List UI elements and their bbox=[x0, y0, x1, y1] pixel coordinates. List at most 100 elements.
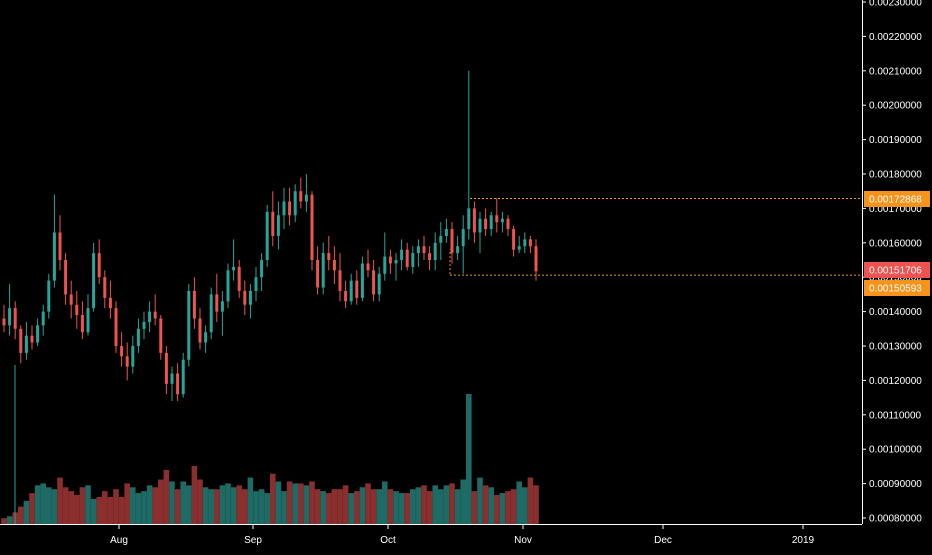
volume-bar bbox=[124, 483, 130, 524]
volume-bar bbox=[533, 485, 539, 524]
candle-body bbox=[394, 260, 398, 264]
volume-bar bbox=[348, 493, 354, 524]
volume-bar bbox=[225, 483, 231, 524]
volume-bar bbox=[410, 489, 416, 524]
candle-body bbox=[260, 260, 264, 278]
volume-bar bbox=[6, 516, 13, 524]
candle-body bbox=[332, 260, 336, 271]
candle-body bbox=[97, 253, 101, 278]
volume-bar bbox=[253, 491, 259, 524]
y-tick-label: 0.00130000 bbox=[869, 342, 922, 353]
price-label-text: 0.00150593 bbox=[869, 284, 922, 295]
candle-body bbox=[344, 290, 348, 302]
volume-bar bbox=[359, 487, 366, 524]
volume-bar bbox=[146, 485, 153, 524]
candle-body bbox=[383, 256, 387, 274]
candle-body bbox=[58, 232, 62, 260]
volume-bars bbox=[1, 365, 539, 524]
volume-bar bbox=[354, 491, 360, 524]
candle-body bbox=[439, 235, 443, 243]
price-label-text: 0.00172868 bbox=[869, 195, 922, 206]
candle-body bbox=[220, 301, 224, 312]
volume-bar bbox=[51, 489, 58, 524]
candle-body bbox=[377, 273, 381, 295]
volume-bar bbox=[466, 394, 472, 524]
volume-bar bbox=[499, 493, 506, 524]
candle-body bbox=[349, 280, 353, 302]
volume-bar bbox=[79, 487, 86, 524]
y-tick-label: 0.00110000 bbox=[869, 410, 922, 421]
volume-bar bbox=[510, 489, 517, 524]
time-axis[interactable]: Aug Sep Oct Nov Dec 2019 bbox=[110, 524, 815, 546]
x-tick-label: Nov bbox=[514, 535, 532, 546]
y-tick-label: 0.00210000 bbox=[869, 66, 922, 77]
x-tick-label: Dec bbox=[654, 535, 672, 546]
candle-body bbox=[8, 308, 12, 326]
y-tick-label: 0.00150000 bbox=[869, 273, 922, 284]
x-tick-label: Oct bbox=[380, 535, 396, 546]
candle-body bbox=[528, 239, 532, 247]
price-label-badge bbox=[864, 262, 930, 278]
candles bbox=[2, 70, 538, 402]
volume-bar bbox=[426, 491, 433, 524]
y-tick-label: 0.00090000 bbox=[869, 479, 922, 490]
candle-body bbox=[484, 218, 488, 230]
candle-body bbox=[411, 253, 415, 267]
candle-body bbox=[103, 277, 107, 298]
y-tick-label: 0.00080000 bbox=[869, 514, 922, 525]
candle-body bbox=[108, 297, 112, 309]
volume-bar bbox=[337, 489, 343, 524]
volume-bar bbox=[186, 485, 192, 524]
volume-bar bbox=[376, 489, 382, 524]
candle-body bbox=[204, 332, 208, 343]
price-axis[interactable]: 0.00080000 0.00090000 0.00100000 0.00110000… bbox=[862, 0, 922, 525]
candle-body bbox=[36, 325, 40, 343]
volume-bar bbox=[331, 489, 338, 524]
candle-body bbox=[243, 290, 247, 305]
volume-bar bbox=[488, 487, 494, 524]
volume-bar bbox=[438, 489, 444, 524]
candle-body bbox=[164, 352, 168, 384]
volume-bar bbox=[382, 481, 388, 524]
volume-bar bbox=[320, 491, 326, 524]
candle-body bbox=[372, 270, 376, 295]
price-label-badge bbox=[864, 191, 930, 207]
volume-bar bbox=[482, 485, 489, 524]
candle-body bbox=[153, 311, 157, 319]
volume-bar bbox=[505, 491, 511, 524]
volume-bar bbox=[34, 485, 41, 524]
volume-bar bbox=[29, 493, 35, 524]
candle-body bbox=[192, 290, 196, 319]
candle-body bbox=[433, 242, 437, 260]
candle-body bbox=[444, 229, 448, 236]
candle-body bbox=[495, 215, 499, 223]
candle-body bbox=[209, 294, 213, 333]
volume-bar bbox=[74, 495, 80, 524]
y-tick-label: 0.00180000 bbox=[869, 170, 922, 181]
candle-body bbox=[265, 211, 269, 260]
candle-body bbox=[52, 232, 56, 281]
candle-body bbox=[517, 246, 521, 250]
price-levels bbox=[449, 198, 862, 276]
candle-body bbox=[276, 215, 280, 236]
volume-bar bbox=[398, 493, 405, 524]
volume-bar bbox=[118, 496, 125, 524]
candle-body bbox=[114, 308, 118, 346]
candle-body bbox=[293, 191, 297, 216]
volume-bar bbox=[135, 493, 142, 524]
candle-body bbox=[131, 346, 135, 367]
candle-body bbox=[125, 356, 129, 367]
volume-bar bbox=[314, 489, 321, 524]
candle-body bbox=[282, 201, 286, 216]
candle-body bbox=[506, 218, 510, 230]
candle-body bbox=[30, 335, 34, 343]
x-tick-label: 2019 bbox=[792, 535, 815, 546]
candle-body bbox=[142, 321, 146, 329]
volume-bar bbox=[292, 483, 298, 524]
volume-bar bbox=[197, 479, 203, 524]
volume-bar bbox=[342, 485, 349, 524]
candle-body bbox=[512, 229, 516, 250]
volume-bar bbox=[365, 483, 371, 524]
